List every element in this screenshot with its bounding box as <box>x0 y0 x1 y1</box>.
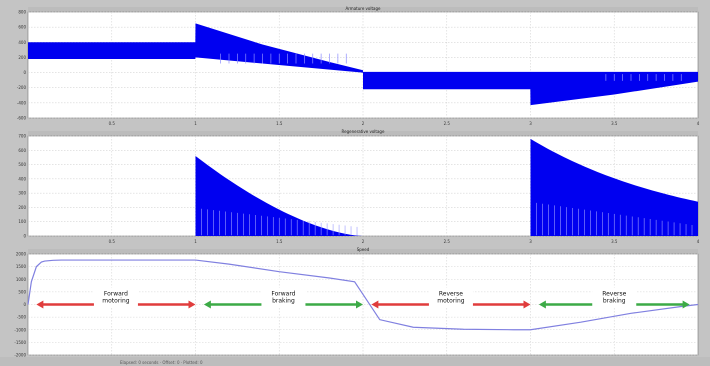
x-tick-label: 4 <box>697 121 700 126</box>
x-tick-label: 0.5 <box>109 121 116 126</box>
annotation-arrowhead-left <box>203 300 211 309</box>
annotation-arrowhead-right <box>356 300 363 309</box>
x-tick-label: 2 <box>362 121 365 126</box>
annotation-label-background <box>261 287 306 308</box>
status-bar-text: Elapsed: 0 seconds · Offset: 0 · Plotted… <box>120 360 203 365</box>
panel-title: Armature voltage <box>346 6 382 11</box>
y-tick-label: 0 <box>23 70 26 75</box>
speed-line <box>27 259 699 331</box>
y-tick-label: 600 <box>18 25 26 30</box>
annotation-arrowhead-left <box>36 300 44 309</box>
y-tick-label: -500 <box>17 315 27 320</box>
y-tick-label: -200 <box>17 85 27 90</box>
x-tick-label: 1 <box>194 239 197 244</box>
panel-speed: Speed 2000 1500 1000 500 0 -500 -1000 -1500 -2000… <box>14 247 699 358</box>
x-tick-label: 3.5 <box>611 121 618 126</box>
x-tick-label: 1.5 <box>276 121 283 126</box>
y-tick-label: 1000 <box>16 277 27 282</box>
y-tick-label: 100 <box>18 219 26 224</box>
annotation-label: Forward braking <box>271 291 295 305</box>
y-tick-label: 0 <box>23 302 26 307</box>
y-tick-label: 400 <box>18 176 26 181</box>
annotation-label-background <box>93 287 138 308</box>
annotation-arrowhead-right <box>682 300 690 309</box>
y-tick-label: 400 <box>18 40 26 45</box>
y-tick-label: 500 <box>18 162 26 167</box>
x-tick-label: 3.5 <box>611 239 618 244</box>
annotation-arrowhead-right <box>523 300 531 309</box>
y-tick-label: 1500 <box>16 264 27 269</box>
y-tick-label: -1000 <box>14 327 26 332</box>
x-tick-label: 2.5 <box>444 121 451 126</box>
x-tick-label: 2.5 <box>444 239 451 244</box>
status-bar <box>0 357 710 366</box>
y-tick-label: 200 <box>18 55 26 60</box>
y-tick-label: -400 <box>17 100 27 105</box>
panel-title: Speed <box>357 247 370 252</box>
annotation-label-background <box>592 287 637 308</box>
panel-regenerative-voltage: Regenerative voltage70060050040030020010… <box>18 129 699 244</box>
y-tick-label: 500 <box>18 289 26 294</box>
y-tick-label: 0 <box>23 234 26 239</box>
annotation-arrowhead-left <box>538 300 546 309</box>
panel-title-bar <box>28 249 698 254</box>
y-tick-label: 700 <box>18 134 26 139</box>
y-tick-label: -1500 <box>14 340 26 345</box>
panel-title-bar <box>28 7 698 12</box>
x-tick-label: 3 <box>529 239 532 244</box>
annotation-label-background <box>428 287 473 308</box>
y-tick-label: 300 <box>18 191 26 196</box>
y-tick-label: -2000 <box>14 353 26 358</box>
annotation-label: Reverse braking <box>602 291 626 305</box>
y-tick-label: 600 <box>18 148 26 153</box>
annotation-arrowhead-left <box>371 300 379 309</box>
x-tick-label: 2 <box>362 239 365 244</box>
x-tick-label: 4 <box>697 239 700 244</box>
y-tick-label: 200 <box>18 205 26 210</box>
annotation-arrowhead-right <box>188 300 196 309</box>
panel-title: Regenerative voltage <box>342 129 385 134</box>
y-tick-label: -600 <box>17 116 27 121</box>
annotation-label: Forward motoring <box>102 291 129 305</box>
annotation-label: Reverse motoring <box>437 291 464 305</box>
y-tick-label: 2000 <box>16 252 27 257</box>
x-tick-label: 0.5 <box>109 239 116 244</box>
x-tick-label: 3 <box>529 121 532 126</box>
y-tick-label: 800 <box>18 10 26 15</box>
x-tick-label: 1.5 <box>276 239 283 244</box>
panel-armature-voltage: Armature voltage 800 600 400 200 0 -200 -400 -60… <box>17 6 700 126</box>
panel-title-bar <box>28 131 698 136</box>
x-tick-label: 1 <box>194 121 197 126</box>
